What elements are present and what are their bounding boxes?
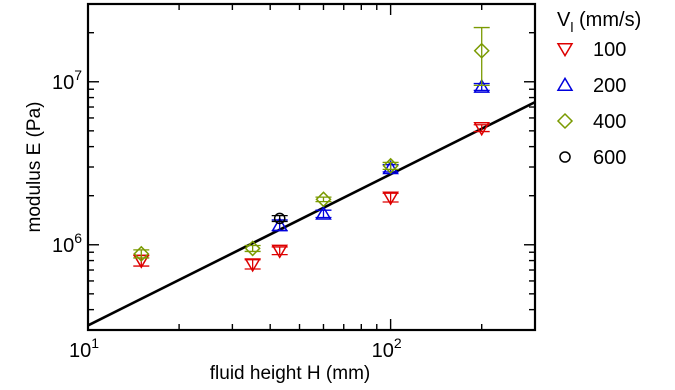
- y-tick-label: 107: [52, 67, 82, 94]
- fit-line: [87, 100, 536, 327]
- data-point: [382, 191, 399, 206]
- legend: Vl (mm/s) 100 200 400 600: [556, 9, 641, 169]
- data-point: [473, 78, 491, 93]
- data-point: [244, 240, 261, 257]
- data-point: [133, 245, 150, 262]
- error-bar: [382, 161, 399, 171]
- series-400: [133, 26, 490, 262]
- x-tick-label: 102: [372, 335, 402, 362]
- legend-label-600: 600: [593, 147, 626, 169]
- fit-line-group: [87, 100, 536, 327]
- y-axis-label: modulus E (Pa): [24, 102, 45, 233]
- x-axis-label: fluid height H (mm): [210, 363, 371, 384]
- error-bar: [382, 192, 399, 203]
- series-200: [271, 78, 491, 232]
- y-tick-label: 106: [52, 230, 82, 257]
- axis-ticks: [87, 3, 536, 331]
- legend-marker-400: [556, 112, 574, 130]
- plot-frame: [86, 2, 537, 332]
- error-bar: [271, 214, 288, 223]
- x-tick-label: 101: [69, 335, 99, 362]
- data-points: [132, 26, 491, 273]
- data-point: [244, 258, 261, 273]
- error-bar: [473, 26, 490, 87]
- data-point: [315, 191, 332, 208]
- legend-label-100: 100: [593, 39, 626, 61]
- legend-title: Vl (mm/s): [557, 9, 641, 35]
- series-100: [132, 122, 491, 273]
- data-point: [473, 122, 491, 137]
- error-bar: [244, 244, 261, 253]
- legend-marker-100: [556, 43, 574, 58]
- legend-label-400: 400: [593, 111, 626, 133]
- data-point: [473, 42, 490, 59]
- legend-items: 100 200 400 600: [556, 39, 626, 169]
- data-point: [382, 157, 399, 174]
- data-point: [271, 216, 289, 232]
- data-point: [273, 212, 286, 225]
- error-bar: [133, 249, 150, 259]
- legend-marker-200: [556, 76, 574, 91]
- data-point: [271, 244, 289, 259]
- legend-marker-600: [559, 151, 571, 163]
- tick-labels: 101 102 106 107: [52, 67, 402, 362]
- data-point: [315, 205, 332, 220]
- series-600: [271, 212, 288, 225]
- legend-label-200: 200: [593, 75, 626, 97]
